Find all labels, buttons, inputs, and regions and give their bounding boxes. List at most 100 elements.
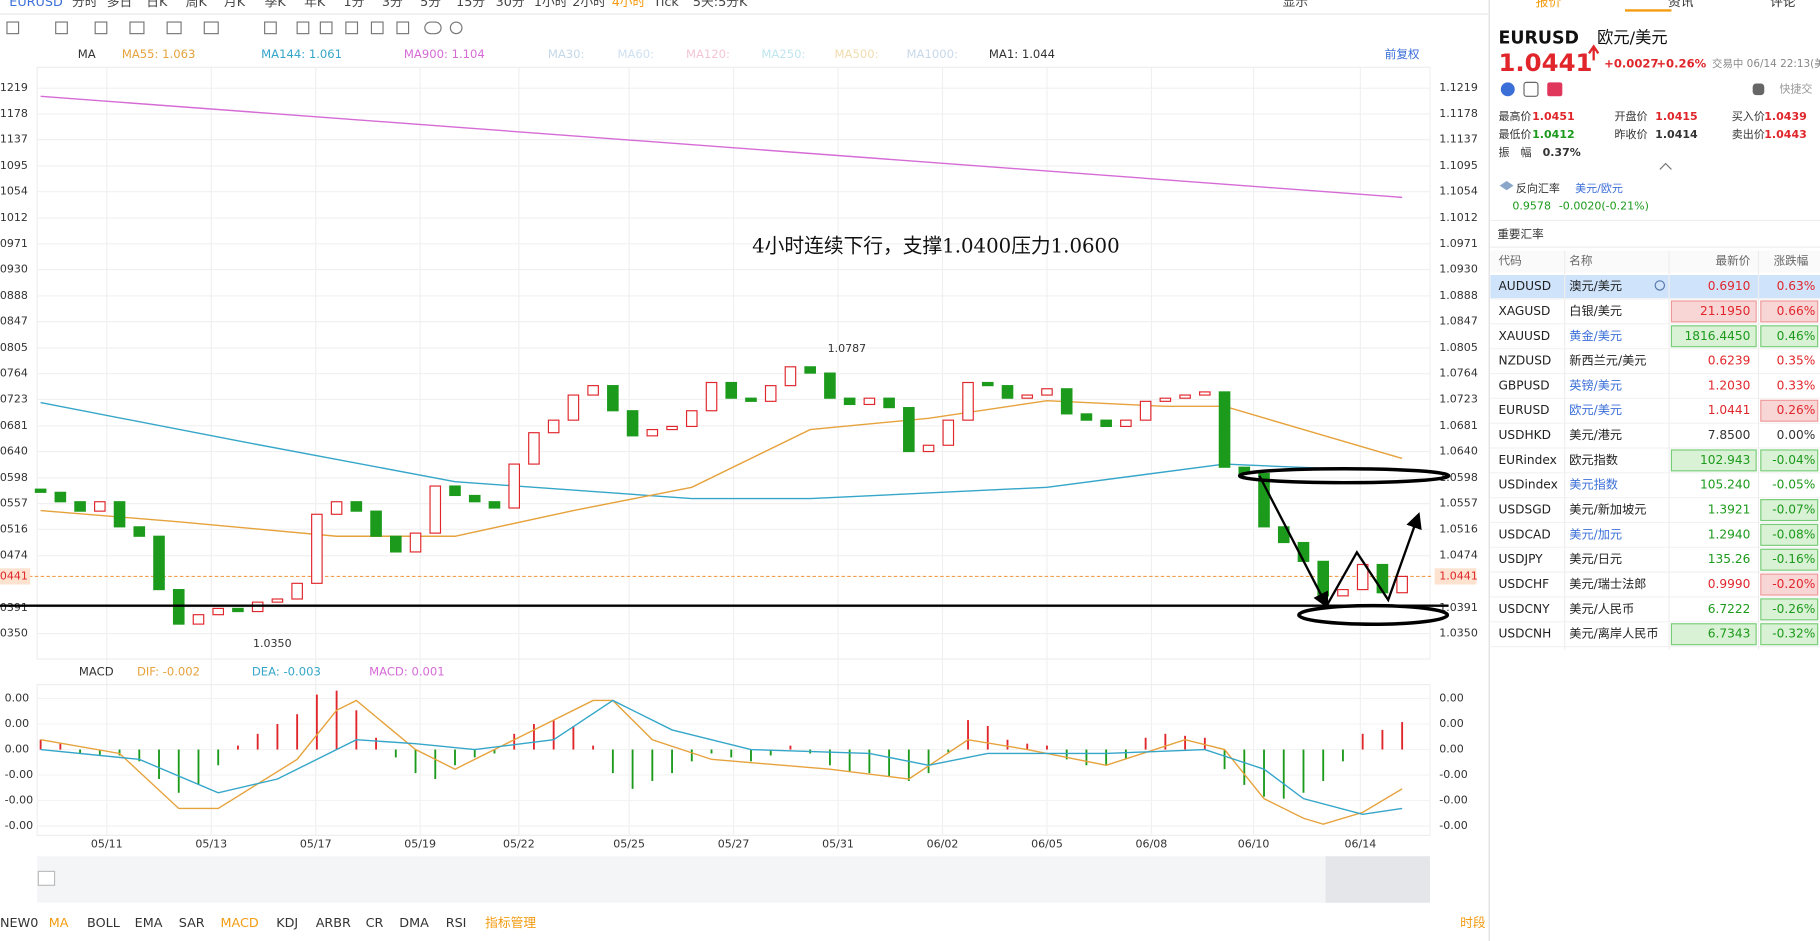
row-name[interactable]: 欧元指数 bbox=[1569, 452, 1618, 467]
tool-icon[interactable] bbox=[166, 21, 182, 35]
panel-tab[interactable]: 资讯 bbox=[1668, 0, 1694, 10]
row-name[interactable]: 澳元/美元 bbox=[1569, 279, 1622, 293]
period-tab[interactable]: 4小时 bbox=[612, 0, 646, 10]
period-tab[interactable]: 30分 bbox=[496, 0, 525, 10]
ma-legend: MA30: bbox=[548, 47, 585, 61]
indicator-tab[interactable]: EMA bbox=[135, 916, 163, 931]
period-tab[interactable]: Tick bbox=[652, 0, 679, 10]
row-code[interactable]: EURUSD bbox=[1498, 403, 1549, 417]
period-tab[interactable]: 日K bbox=[146, 0, 168, 10]
indicator-tab[interactable]: DMA bbox=[399, 916, 429, 931]
row-name[interactable]: 美元/瑞士法郎 bbox=[1569, 577, 1646, 591]
navigator-handle[interactable] bbox=[37, 870, 56, 886]
period-tab[interactable]: 3分 bbox=[382, 0, 403, 10]
indicator-tab[interactable]: NEW0 bbox=[0, 916, 38, 931]
indicator-tab[interactable]: MA bbox=[49, 916, 69, 931]
eye-icon[interactable] bbox=[1654, 280, 1666, 291]
tool-icon[interactable] bbox=[396, 21, 410, 35]
row-name[interactable]: 美元指数 bbox=[1569, 477, 1618, 492]
tool-icon[interactable] bbox=[94, 21, 108, 35]
reverse-pair[interactable]: 美元/欧元 bbox=[1575, 182, 1623, 195]
icon[interactable] bbox=[1523, 81, 1539, 97]
row-code[interactable]: XAGUSD bbox=[1498, 304, 1550, 318]
indicator-tab[interactable]: KDJ bbox=[276, 916, 298, 931]
tool-icon[interactable] bbox=[370, 21, 384, 35]
tool-icon[interactable] bbox=[55, 21, 68, 35]
period-tab[interactable]: 1小时 bbox=[534, 0, 568, 10]
row-name[interactable]: 白银/美元 bbox=[1569, 303, 1622, 318]
panel-tab[interactable]: 评论 bbox=[1770, 0, 1796, 10]
tool-icon[interactable] bbox=[129, 21, 145, 35]
period-tab[interactable]: 分时 bbox=[72, 0, 98, 10]
row-name[interactable]: 美元/加元 bbox=[1569, 527, 1622, 541]
row-name[interactable]: 英镑/美元 bbox=[1569, 377, 1622, 392]
indicator-tab[interactable]: CR bbox=[366, 916, 384, 931]
tool-icon[interactable] bbox=[203, 21, 219, 35]
row-name[interactable]: 美元/新加坡元 bbox=[1569, 502, 1646, 517]
indicator-tab[interactable]: SAR bbox=[179, 916, 205, 931]
icon[interactable] bbox=[1500, 82, 1515, 97]
period-tab[interactable]: 5天:5分K bbox=[693, 0, 748, 10]
row-code[interactable]: USDSGD bbox=[1498, 503, 1551, 517]
y-tick-label: 1.0598 bbox=[0, 471, 28, 484]
indicator-tab[interactable]: BOLL bbox=[87, 916, 121, 931]
row-code[interactable]: USDCHF bbox=[1498, 577, 1549, 591]
period-tab[interactable]: 5分 bbox=[420, 0, 441, 10]
tool-icon[interactable] bbox=[345, 21, 359, 35]
navigator[interactable] bbox=[37, 856, 1431, 903]
period-tab[interactable]: 季K bbox=[265, 0, 287, 10]
row-name[interactable]: 美元/离岸人民币 bbox=[1569, 626, 1658, 641]
period-tab[interactable]: 1分 bbox=[344, 0, 365, 10]
panel-tab[interactable]: 报价 bbox=[1536, 0, 1562, 10]
row-code[interactable]: EURindex bbox=[1498, 453, 1556, 467]
row-change: 0.63% bbox=[1777, 279, 1816, 293]
y-tick-label: 0.00 bbox=[1439, 691, 1464, 704]
row-price: 0.6239 bbox=[1708, 354, 1751, 368]
tool-icon[interactable] bbox=[264, 21, 277, 35]
period-tab[interactable]: 周K bbox=[186, 0, 208, 10]
row-code[interactable]: AUDUSD bbox=[1498, 279, 1551, 293]
row-name[interactable]: 新西兰元/美元 bbox=[1569, 353, 1646, 368]
macd-bar bbox=[197, 749, 200, 785]
period-tab[interactable]: 多日 bbox=[107, 0, 133, 10]
indicator-tab[interactable]: MACD bbox=[221, 916, 259, 931]
period-tab[interactable]: 2小时 bbox=[572, 0, 606, 10]
symbol-tab[interactable]: EURUSD bbox=[9, 0, 63, 10]
period-tab[interactable]: 年K bbox=[304, 0, 326, 10]
candle bbox=[54, 491, 67, 503]
row-code[interactable]: USDindex bbox=[1498, 478, 1557, 492]
row-name[interactable]: 黄金/美元 bbox=[1569, 328, 1622, 343]
tool-icon[interactable] bbox=[319, 21, 333, 35]
row-name[interactable]: 美元/港元 bbox=[1569, 428, 1622, 442]
indicator-tab[interactable]: ARBR bbox=[316, 916, 351, 931]
row-code[interactable]: USDCNY bbox=[1498, 602, 1550, 616]
row-code[interactable]: USDCAD bbox=[1498, 527, 1550, 541]
row-code[interactable]: USDHKD bbox=[1498, 428, 1551, 442]
quick-trade[interactable]: 快捷交 bbox=[1779, 81, 1812, 95]
period-tab[interactable]: 月K bbox=[224, 0, 246, 10]
adjust-toggle[interactable]: 前复权 bbox=[1385, 47, 1420, 61]
change-pct: +0.26% bbox=[1656, 56, 1706, 70]
tool-icon[interactable] bbox=[6, 21, 20, 35]
navigator-window[interactable] bbox=[1325, 856, 1430, 903]
indicator-tab[interactable]: 指标管理 bbox=[485, 916, 536, 931]
row-code[interactable]: GBPUSD bbox=[1498, 378, 1549, 392]
row-name[interactable]: 美元/日元 bbox=[1569, 552, 1622, 566]
row-name[interactable]: 欧元/美元 bbox=[1569, 403, 1622, 417]
collapse-icon[interactable] bbox=[1659, 162, 1672, 170]
row-code[interactable]: USDJPY bbox=[1498, 552, 1543, 566]
row-code[interactable]: USDCNH bbox=[1498, 627, 1551, 641]
period-tab[interactable]: 15分 bbox=[456, 0, 485, 10]
tool-icon[interactable] bbox=[424, 21, 442, 35]
indicator-tab[interactable]: RSI bbox=[446, 916, 467, 931]
row-code[interactable]: XAUUSD bbox=[1498, 329, 1550, 343]
row-code[interactable]: NZDUSD bbox=[1498, 354, 1551, 368]
tool-icon[interactable] bbox=[449, 21, 463, 35]
tool-icon[interactable] bbox=[296, 21, 310, 35]
icon[interactable] bbox=[1752, 83, 1765, 96]
row-name[interactable]: 美元/人民币 bbox=[1569, 602, 1634, 616]
period-button[interactable]: 时段 bbox=[1460, 916, 1486, 931]
macd-bar bbox=[335, 690, 338, 750]
display-menu[interactable]: 显示 bbox=[1283, 0, 1309, 10]
icon[interactable] bbox=[1547, 82, 1563, 97]
